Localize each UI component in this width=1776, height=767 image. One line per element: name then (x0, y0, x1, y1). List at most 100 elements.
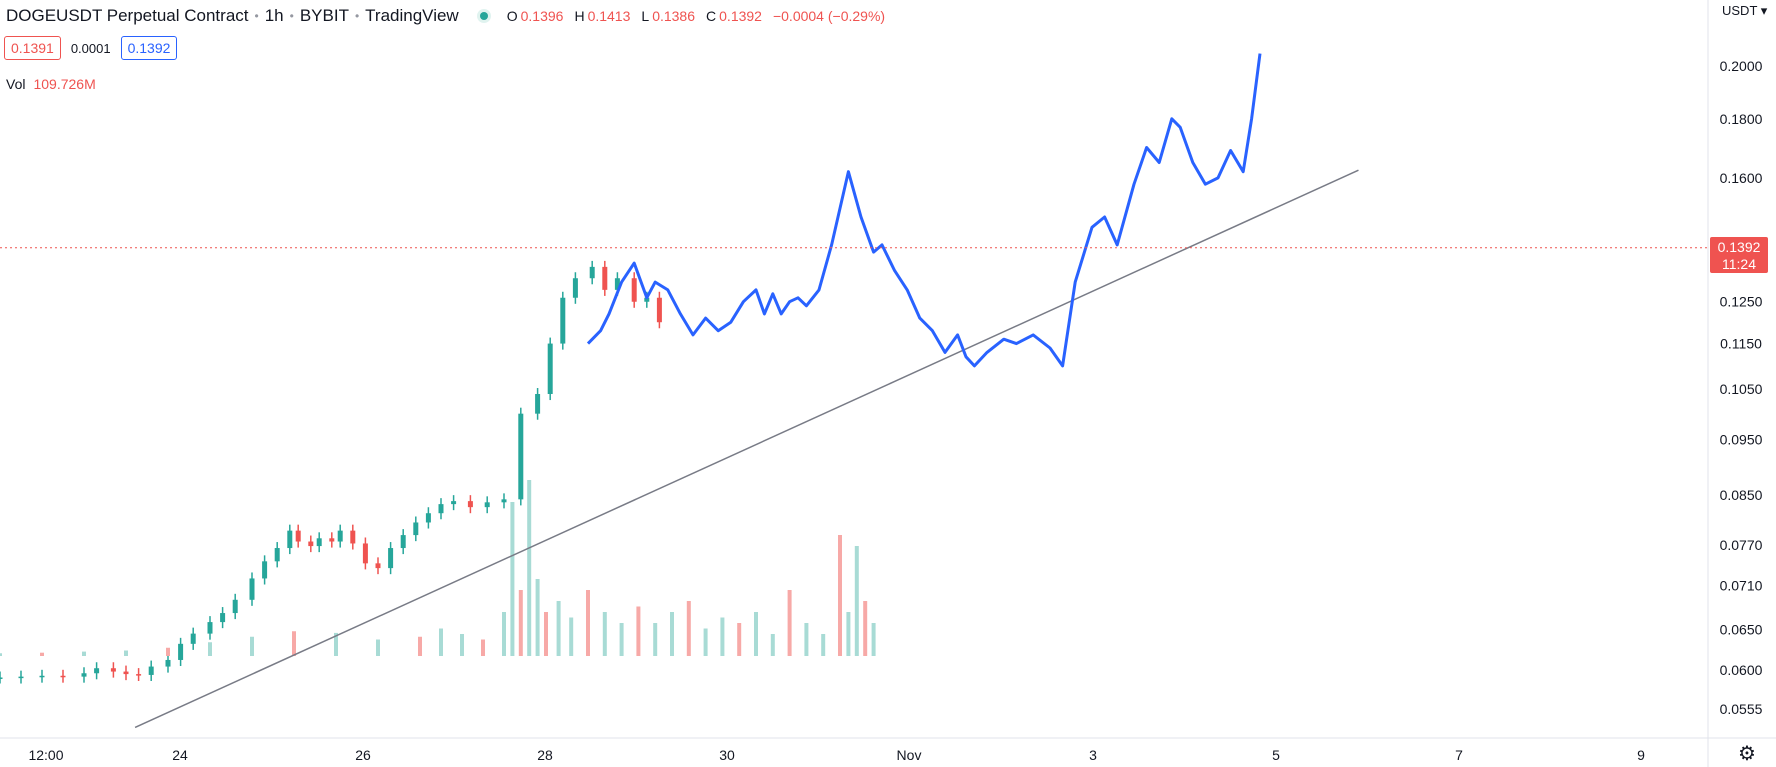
gear-icon[interactable]: ⚙ (1738, 743, 1756, 765)
price-tick-label: 0.1150 (1720, 336, 1762, 352)
volume-bar (0, 653, 2, 656)
bid-ask-quote: 0.1391 0.0001 0.1392 (4, 36, 178, 60)
candle-body (572, 278, 578, 298)
volume-bar (871, 623, 876, 656)
volume-bar (602, 612, 607, 656)
time-tick-label: 26 (355, 747, 371, 763)
candle-body (136, 674, 142, 676)
price-tick-label: 0.0950 (1720, 431, 1763, 447)
volume-bar (418, 636, 422, 656)
ask-button[interactable]: 0.1392 (120, 36, 178, 60)
volume-bar (510, 502, 515, 656)
candle-body (308, 541, 314, 547)
change-value: −0.0004 (−0.29%) (772, 8, 886, 24)
volume-bar (846, 612, 851, 656)
volume-bar (569, 617, 574, 656)
candle-body (484, 502, 490, 508)
volume-bars (0, 480, 876, 656)
candle-body (123, 671, 129, 675)
candle-body (375, 563, 381, 569)
candle-body (190, 633, 196, 644)
volume-label: Vol (6, 76, 26, 92)
candle-body (656, 297, 662, 323)
current-price-value: 0.1392 (1718, 239, 1761, 255)
candle-body (451, 501, 457, 505)
bar-countdown: 11:24 (1722, 256, 1756, 272)
volume-bar (292, 631, 296, 656)
volume-bar (863, 601, 868, 656)
candle-body (262, 561, 268, 579)
candle-body (644, 297, 650, 302)
spread-value: 0.0001 (70, 40, 111, 56)
volume-bar (670, 612, 674, 656)
time-tick-label: Nov (897, 747, 922, 763)
candle-body (316, 538, 322, 547)
volume-bar (720, 617, 725, 656)
price-tick-label: 0.1800 (1720, 111, 1763, 127)
price-tick-label: 0.1600 (1720, 170, 1763, 186)
candle-body (631, 278, 637, 302)
volume-value: 109.726M (33, 76, 96, 92)
candle-body (18, 676, 24, 679)
candle-body (94, 668, 100, 674)
time-tick-label: 24 (172, 747, 188, 763)
close-key: C (706, 8, 717, 24)
time-tick-label: 12:00 (28, 747, 63, 763)
price-tick-label: 0.2000 (1720, 58, 1763, 74)
volume-bar (544, 612, 548, 656)
candle-body (337, 530, 343, 542)
volume-bar (754, 612, 758, 656)
price-tick-label: 0.0850 (1720, 487, 1763, 503)
price-tick-label: 0.0555 (1720, 701, 1763, 717)
volume-bar (250, 636, 254, 656)
time-tick-label: 5 (1272, 747, 1280, 763)
volume-bar (821, 634, 826, 656)
candle-body (207, 622, 213, 634)
candle-body (388, 548, 394, 569)
volume-bar (636, 606, 641, 656)
candle-body (274, 548, 280, 562)
candle-body (110, 668, 116, 672)
candle-body (0, 677, 3, 679)
volume-bar (82, 651, 86, 656)
volume-bar (556, 601, 561, 656)
volume-bar (787, 590, 792, 656)
open-key: O (506, 8, 518, 24)
candle-body (518, 413, 524, 500)
high-key: H (574, 8, 585, 24)
market-status-icon[interactable] (476, 9, 491, 23)
price-axis: 0.2000 0.1800 0.1600 0.1250 0.1150 0.1050 0.09… (1720, 58, 1763, 717)
currency-scale-button[interactable]: USDT ▾ (1722, 3, 1768, 18)
low-key: L (641, 8, 650, 24)
price-tick-label: 0.0770 (1720, 537, 1763, 553)
source-label: TradingView (365, 6, 459, 25)
time-tick-label: 30 (719, 747, 735, 763)
candle-body (81, 673, 87, 677)
trend-line[interactable] (134, 169, 1359, 729)
close-value: 0.1392 (719, 8, 762, 24)
symbol-name[interactable]: DOGEUSDT Perpetual Contract (6, 6, 249, 25)
volume-bar (376, 639, 380, 656)
volume-legend[interactable]: Vol 109.726M (6, 76, 96, 92)
exchange-label: BYBIT (299, 6, 349, 25)
volume-bar (208, 642, 212, 656)
volume-bar (854, 546, 859, 656)
price-tick-label: 0.0650 (1720, 622, 1763, 638)
time-tick-label: 28 (537, 747, 553, 763)
volume-bar (703, 628, 708, 656)
candle-body (547, 343, 553, 395)
bid-button[interactable]: 0.1391 (4, 36, 61, 60)
price-tick-label: 0.1050 (1720, 381, 1763, 397)
candle-series (0, 260, 662, 684)
candle-body (413, 522, 419, 536)
volume-bar (737, 623, 742, 656)
current-price-label: 0.1392 11:24 (1710, 237, 1768, 273)
interval-label[interactable]: 1h (264, 6, 284, 25)
volume-bar (586, 590, 590, 656)
candle-body (178, 643, 184, 660)
time-tick-label: 9 (1637, 747, 1645, 763)
candle-body (560, 297, 566, 344)
volume-bar (166, 647, 170, 656)
volume-bar (838, 535, 842, 656)
